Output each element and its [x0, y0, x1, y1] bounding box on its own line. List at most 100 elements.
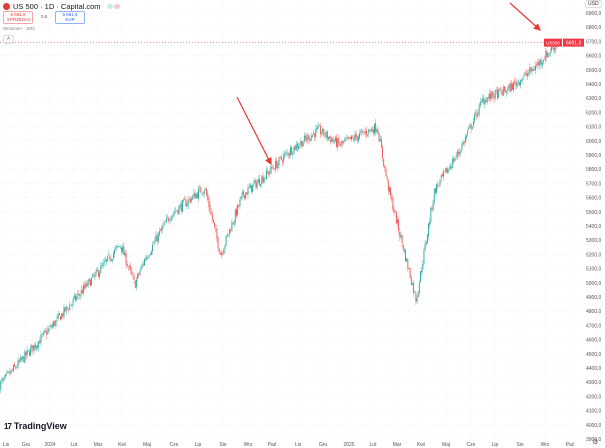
candle-body	[62, 313, 64, 317]
candle-body	[6, 373, 7, 374]
candle-body	[4, 374, 6, 378]
y-tick-label: 6200,0	[586, 110, 602, 116]
chevron-up-icon[interactable]: ˄	[3, 35, 14, 44]
candle-body	[284, 153, 286, 156]
sell-button[interactable]: 6 691,0 SPRZEDAJ	[3, 11, 33, 24]
buy-button[interactable]: 6 691,5 KUP	[55, 11, 85, 24]
candle-body	[106, 259, 107, 262]
candle-body	[460, 151, 462, 153]
candle-body	[40, 334, 42, 343]
currency-selector[interactable]: USD	[585, 0, 602, 8]
x-tick-label: Wrz	[244, 442, 253, 448]
candle-body	[117, 245, 119, 247]
settings-gear-icon[interactable]: ⚙	[592, 439, 599, 446]
candle-body	[107, 255, 109, 261]
candle-body	[364, 131, 366, 134]
candle-body	[478, 104, 480, 115]
candle-body	[17, 360, 19, 368]
candle-body	[49, 325, 51, 327]
candle-body	[37, 345, 38, 347]
symbol-header[interactable]: US 500 · 1D · Capital.com	[3, 2, 120, 11]
candle-body	[332, 138, 334, 141]
tradingview-logo[interactable]: 17 TradingView	[4, 421, 67, 431]
candle-body	[8, 371, 10, 373]
candle-body	[77, 293, 79, 296]
candle-body	[471, 126, 473, 129]
candle-body	[344, 139, 346, 141]
candle-body	[39, 340, 41, 344]
candle-body	[3, 377, 5, 380]
volume-indicator-label[interactable]: Wolumen · 1M3	[3, 26, 35, 31]
candle-body	[321, 133, 323, 135]
y-tick-label: 6700,0	[586, 39, 602, 45]
candle-body	[413, 282, 415, 293]
candle-body	[241, 191, 243, 196]
x-tick-label: 2024	[44, 442, 55, 448]
candle-body	[210, 212, 212, 215]
candle-body	[208, 198, 210, 207]
candle-body	[112, 253, 114, 259]
x-tick-label: 2025	[343, 442, 354, 448]
candle-body	[271, 167, 273, 169]
candle-body	[123, 245, 125, 255]
candle-body	[482, 98, 484, 102]
candle-body	[15, 367, 17, 368]
candle-body	[421, 270, 423, 273]
candle-body	[541, 62, 543, 66]
y-tick-label: 6400,0	[586, 82, 602, 88]
candle-body	[356, 135, 358, 141]
candle-body	[211, 214, 213, 220]
candle-body	[35, 346, 37, 349]
candle-body	[260, 184, 262, 186]
candle-body	[531, 69, 533, 72]
candle-body	[280, 156, 282, 160]
x-tick-label: Paź	[268, 442, 277, 448]
candle-body	[353, 137, 355, 140]
candle-body	[469, 125, 471, 127]
candle-body	[303, 135, 305, 142]
candle-body	[383, 158, 385, 167]
candle-body	[348, 137, 350, 139]
y-tick-label: 6100,0	[586, 125, 602, 131]
candle-body	[363, 132, 365, 133]
candle-body	[525, 73, 527, 76]
candle-body	[405, 249, 406, 262]
candle-body	[454, 158, 456, 161]
candle-body	[71, 303, 73, 307]
x-tick-label: Maj	[143, 442, 151, 448]
x-tick-label: Lis	[295, 442, 302, 448]
candle-body	[447, 168, 449, 174]
candle-body	[287, 153, 289, 156]
candle-body	[145, 258, 147, 260]
y-tick-label: 4600,0	[586, 338, 602, 344]
candle-body	[185, 199, 187, 207]
candle-body	[278, 157, 280, 165]
candle-body	[48, 328, 50, 331]
candle-body	[268, 171, 270, 175]
candle-body	[33, 344, 35, 351]
candle-body	[239, 199, 241, 206]
candle-body	[494, 89, 496, 98]
candle-body	[87, 279, 89, 286]
candle-body	[191, 198, 193, 201]
candle-body	[245, 192, 247, 199]
candle-body	[61, 313, 63, 319]
candle-body	[490, 93, 492, 99]
spread-value: 0,5	[41, 14, 48, 19]
candle-body	[188, 198, 190, 200]
candle-body	[11, 369, 13, 371]
candle-body	[150, 251, 152, 255]
candle-body	[487, 97, 489, 99]
candle-body	[372, 129, 374, 134]
candle-body	[449, 166, 451, 169]
candle-body	[347, 136, 349, 139]
candle-body	[425, 241, 427, 245]
candle-body	[121, 247, 122, 252]
candle-body	[7, 371, 9, 373]
candle-body	[461, 144, 463, 151]
candle-body	[277, 163, 279, 169]
candle-body	[12, 365, 14, 372]
buy-label: KUP	[65, 17, 75, 22]
candle-body	[337, 138, 339, 148]
